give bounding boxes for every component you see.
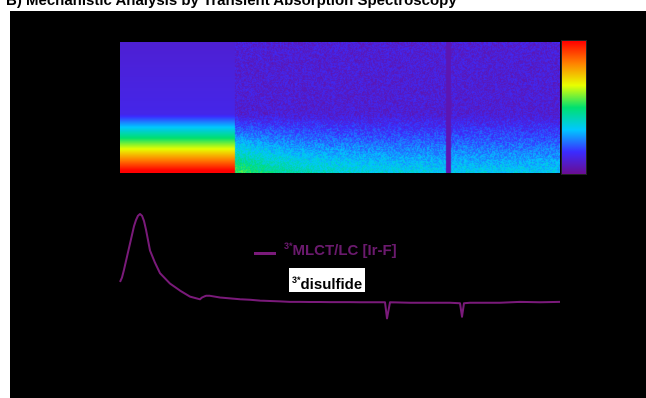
- legend-entry-mlct: 3*MLCT/LC [Ir-F]: [254, 235, 397, 265]
- trace-mlct-lc-ir-f: [119, 213, 561, 320]
- legend-swatch-mlct: [254, 251, 276, 255]
- kinetic-trace-chart: [119, 213, 561, 320]
- tas-figure-panel: 3*MLCT/LC [Ir-F] 3*disulfide: [10, 11, 646, 398]
- legend-entry-disulfide: 3*disulfide: [289, 268, 366, 293]
- heatmap-colorbar: [561, 40, 587, 175]
- figure-heading: B) Mechanistic Analysis by Transient Abs…: [6, 0, 457, 9]
- legend-label-mlct: 3*MLCT/LC [Ir-F]: [284, 241, 397, 259]
- tas-heatmap: [120, 42, 560, 173]
